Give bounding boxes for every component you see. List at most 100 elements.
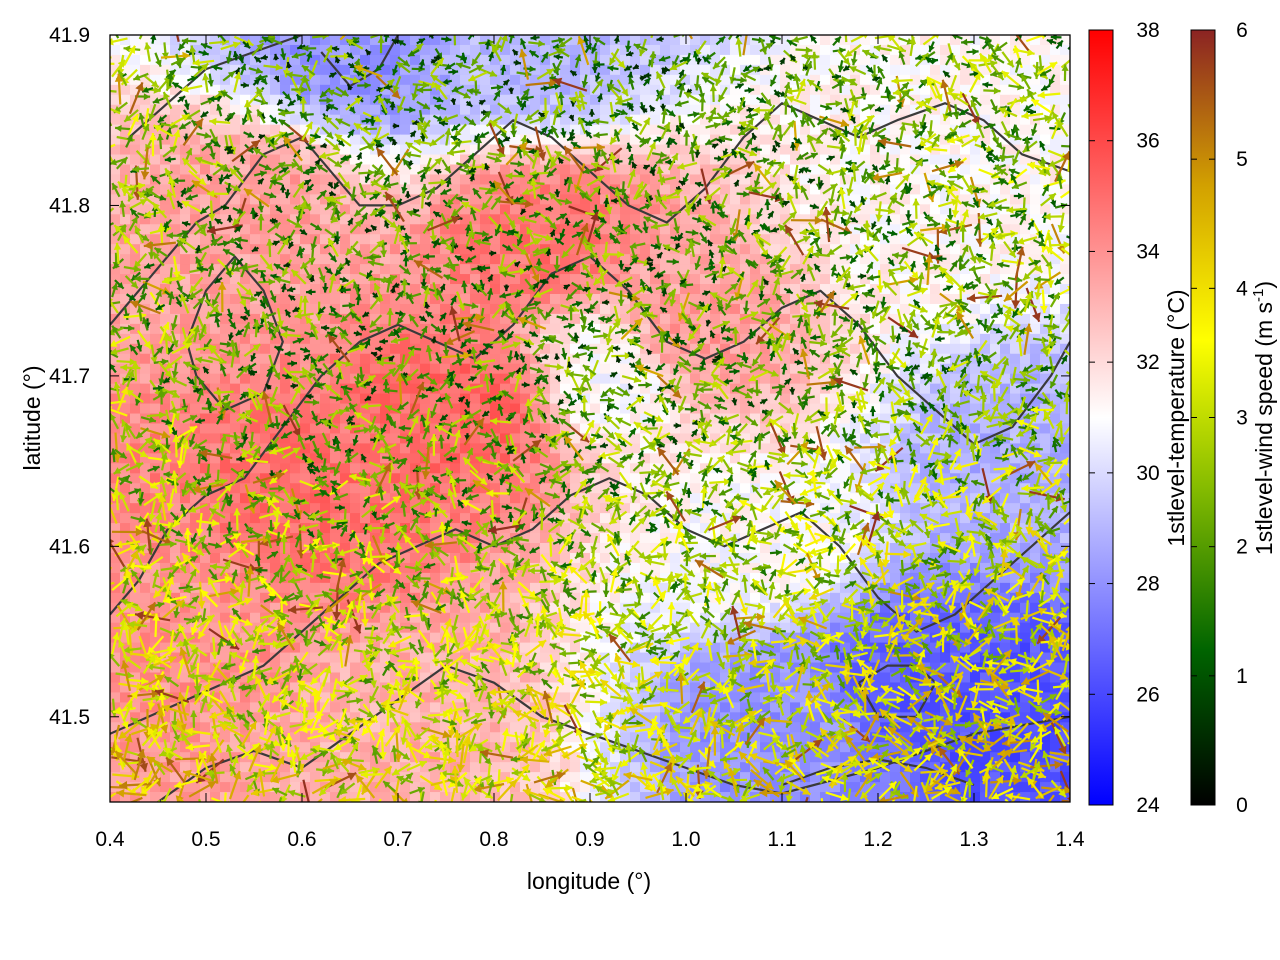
heat-cell	[650, 264, 661, 275]
heat-cell	[570, 234, 581, 245]
heat-cell	[760, 353, 771, 365]
heat-cell	[810, 84, 821, 96]
heat-cell	[1060, 234, 1070, 245]
heat-cell	[350, 254, 361, 265]
heat-cell	[990, 254, 1001, 265]
heat-cell	[870, 264, 881, 275]
heat-cell	[290, 104, 301, 116]
heat-cell	[1020, 264, 1031, 275]
heat-cell	[1030, 244, 1041, 255]
heat-cell	[650, 244, 661, 255]
heat-cell	[370, 264, 381, 275]
heat-cell	[590, 443, 601, 454]
heat-cell	[700, 64, 711, 76]
heat-cell	[430, 274, 441, 285]
heat-cell	[650, 74, 661, 86]
heat-cell	[490, 244, 501, 255]
heat-cell	[920, 274, 931, 285]
heat-cell	[880, 154, 891, 166]
heat-cell	[110, 264, 121, 275]
heat-cell	[150, 74, 161, 86]
heat-cell	[120, 94, 131, 106]
heat-cell	[930, 174, 941, 186]
heat-cell	[320, 74, 331, 86]
heat-cell	[1060, 274, 1070, 285]
heat-cell	[800, 204, 811, 215]
heat-cell	[560, 114, 571, 126]
heat-cell	[750, 134, 761, 146]
heat-cell	[720, 134, 731, 146]
heat-cell	[1000, 234, 1011, 245]
heat-cell	[360, 244, 371, 255]
heat-cell	[600, 114, 611, 126]
heat-cell	[260, 54, 271, 66]
heat-cell	[330, 284, 341, 295]
heat-cell	[440, 64, 451, 76]
heat-cell	[520, 463, 531, 474]
heat-cell	[410, 154, 421, 166]
heat-cell	[490, 174, 501, 186]
heat-cell	[630, 144, 641, 156]
heat-cell	[1060, 124, 1070, 136]
heat-cell	[610, 244, 621, 255]
heat-cell	[820, 523, 831, 534]
heat-cell	[900, 104, 911, 116]
heat-cell	[220, 224, 231, 235]
heat-cell	[970, 323, 981, 335]
heat-cell	[580, 194, 591, 205]
heat-cell	[640, 543, 651, 554]
heat-cell	[1030, 323, 1041, 335]
heat-cell	[610, 54, 621, 66]
heat-cell	[590, 284, 601, 295]
heat-cell	[1060, 284, 1070, 295]
heat-cell	[1020, 84, 1031, 96]
heat-cell	[350, 124, 361, 136]
heat-cell	[980, 44, 991, 56]
heat-cell	[610, 114, 621, 126]
heat-cell	[1030, 134, 1041, 146]
heat-cell	[1040, 423, 1051, 435]
heat-cell	[300, 413, 311, 425]
heat-cell	[300, 423, 311, 435]
heat-cell	[170, 194, 181, 205]
heat-cell	[840, 244, 851, 255]
heat-cell	[450, 54, 461, 66]
heat-cell	[400, 473, 411, 484]
heat-cell	[340, 194, 351, 205]
heat-cell	[990, 214, 1001, 225]
heat-cell	[150, 35, 161, 46]
heat-cell	[800, 54, 811, 66]
heat-cell	[190, 254, 201, 265]
heat-cell	[450, 244, 461, 255]
heat-cell	[740, 94, 751, 106]
heat-cell	[410, 274, 421, 285]
heat-cell	[980, 423, 991, 435]
heat-cell	[350, 264, 361, 275]
heat-cell	[390, 224, 401, 235]
heat-cell	[760, 64, 771, 76]
heat-cell	[180, 214, 191, 225]
heat-cell	[760, 284, 771, 295]
heat-cell	[220, 274, 231, 285]
heat-cell	[920, 164, 931, 176]
heat-cell	[280, 543, 291, 554]
heat-cell	[450, 104, 461, 116]
heat-cell	[190, 274, 201, 285]
heat-cell	[700, 44, 711, 56]
heat-cell	[530, 284, 541, 295]
heat-cell	[500, 94, 511, 106]
heat-cell	[170, 94, 181, 106]
heat-cell	[140, 94, 151, 106]
heat-cell	[300, 154, 311, 166]
heat-cell	[520, 184, 531, 195]
heat-cell	[220, 293, 231, 305]
heat-cell	[500, 174, 511, 186]
heat-cell	[360, 164, 371, 176]
heat-cell	[1050, 274, 1061, 285]
heat-cell	[690, 284, 701, 295]
heat-cell	[400, 114, 411, 126]
heat-cell	[700, 293, 711, 305]
heat-cell	[1060, 94, 1070, 106]
heat-cell	[170, 284, 181, 295]
heat-cell	[220, 323, 231, 335]
